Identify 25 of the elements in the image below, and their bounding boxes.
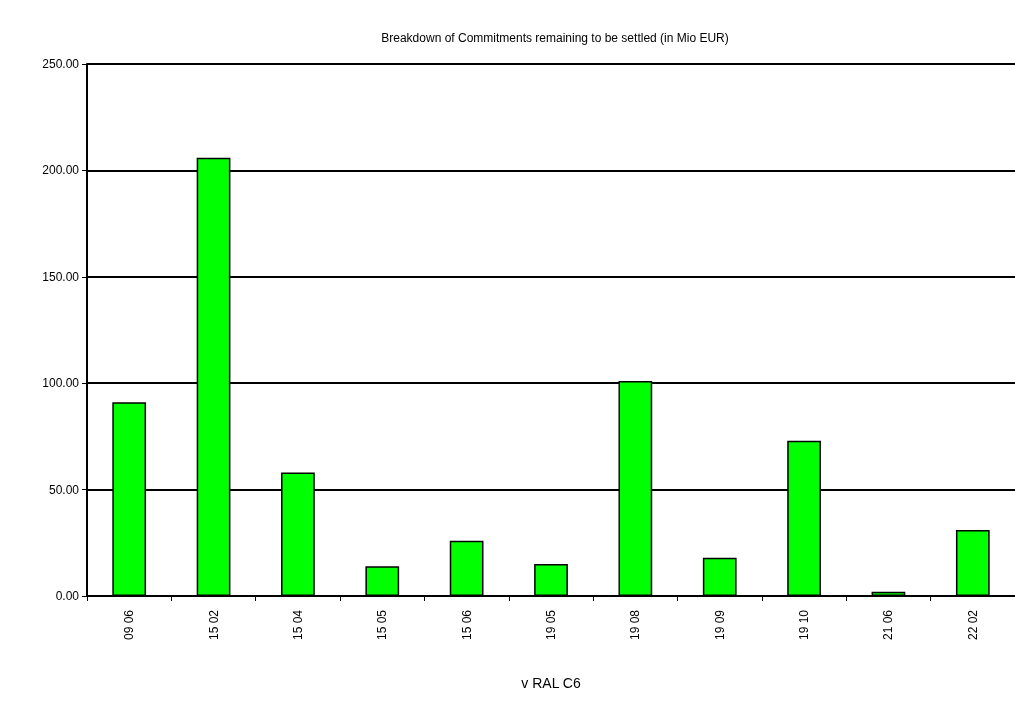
x-tick-label: 09 06 xyxy=(122,609,137,641)
y-tick-label: 0.00 xyxy=(55,589,80,603)
y-tick-label: 200.00 xyxy=(42,163,80,178)
x-tick-label: 15 05 xyxy=(375,609,390,641)
x-tick-label: 22 02 xyxy=(965,609,980,641)
x-tick-label: 15 02 xyxy=(206,609,221,641)
bar xyxy=(955,530,990,596)
x-tick-label: 15 04 xyxy=(290,609,305,641)
x-tick-label: 21 06 xyxy=(881,609,896,641)
bar xyxy=(702,557,737,596)
chart-title: Breakdown of Commitments remaining to be settled (in Mio EUR) xyxy=(381,31,729,45)
y-tick-label: 150.00 xyxy=(42,269,80,284)
y-tick-label: 50.00 xyxy=(48,482,80,497)
bar xyxy=(871,591,906,596)
bar xyxy=(449,540,484,596)
y-tick-label: 250.00 xyxy=(42,57,80,71)
bar xyxy=(365,566,400,596)
x-tick-label: 19 08 xyxy=(628,609,643,641)
x-tick-label: 19 10 xyxy=(797,609,812,641)
x-tick-label: 15 06 xyxy=(459,609,474,641)
x-tick-label: 19 09 xyxy=(712,609,727,641)
x-tick-label: 19 05 xyxy=(544,609,558,641)
y-tick-label: 100.00 xyxy=(42,376,80,391)
x-axis-title: v RAL C6 xyxy=(521,675,581,691)
bar xyxy=(534,564,568,596)
